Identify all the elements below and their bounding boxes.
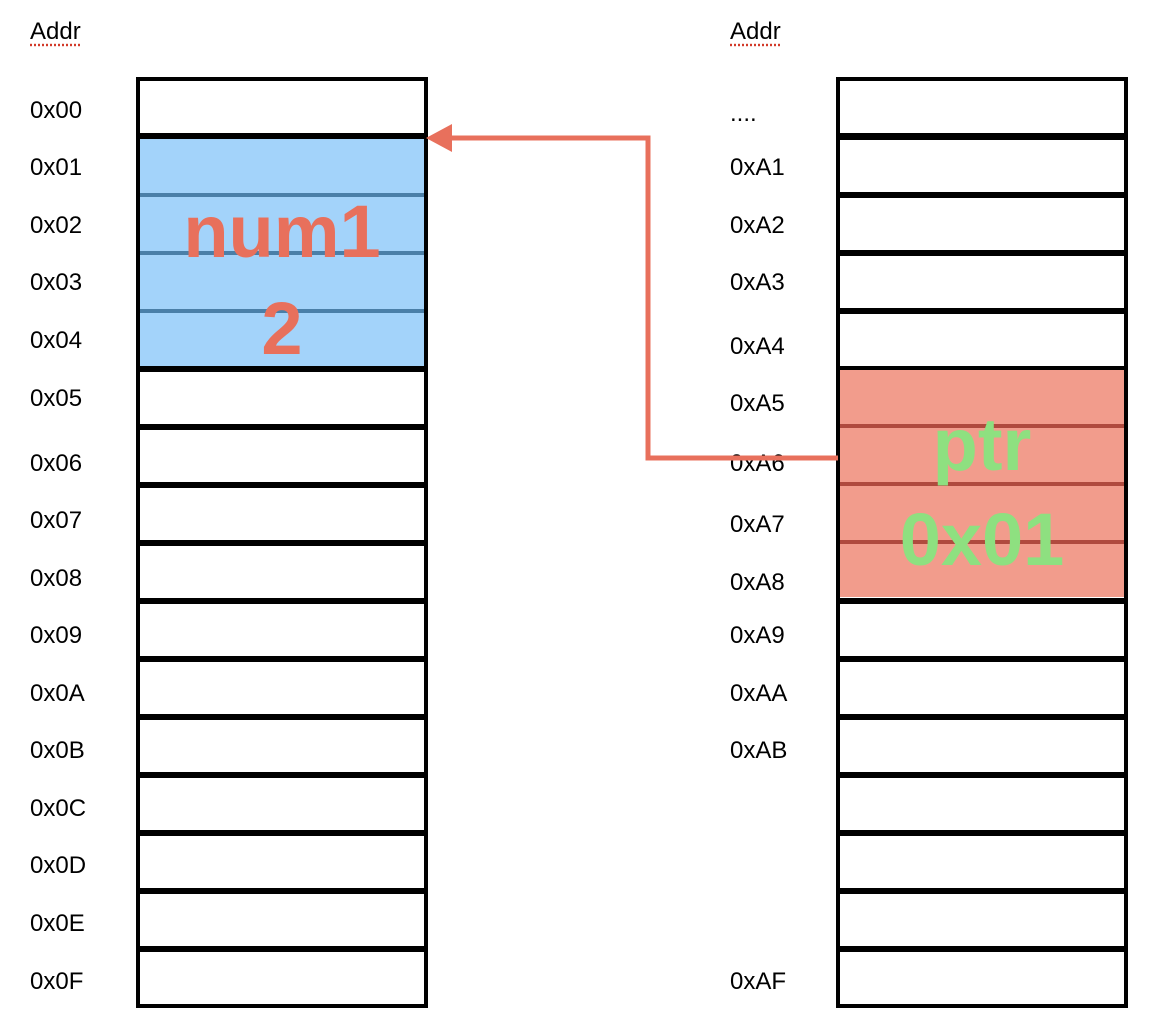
num1-separator [140, 193, 424, 197]
left-address-label: 0x00 [30, 97, 83, 124]
ptr-name-label: ptr [932, 403, 1032, 486]
right-address-label: 0xA7 [730, 511, 785, 538]
right-address-label: 0xA1 [730, 154, 785, 181]
left-address-label: 0x0C [30, 795, 87, 822]
left-address-label: 0x0B [30, 737, 85, 764]
left-address-label: 0x08 [30, 565, 83, 592]
ptr-block: ptr 0x01 [840, 370, 1124, 597]
right-addr-header: Addr [730, 18, 781, 45]
right-address-label: 0xA4 [730, 333, 785, 360]
left-memory-cell [136, 77, 428, 137]
right-memory-cell [836, 716, 1128, 776]
right-address-label: 0xA6 [730, 450, 785, 477]
left-memory-cell [136, 600, 428, 660]
right-address-label: 0xA5 [730, 390, 785, 417]
num1-separator [140, 251, 424, 255]
ptr-separator [840, 540, 1124, 544]
right-memory-cell [836, 252, 1128, 312]
arrowhead-icon [426, 124, 452, 152]
right-address-label: 0xAF [730, 968, 787, 995]
right-address-label: 0xAA [730, 680, 788, 707]
left-address-label: 0x0D [30, 852, 87, 879]
right-memory-cell [836, 948, 1128, 1008]
left-addr-header: Addr [30, 18, 81, 45]
right-memory-cell [836, 832, 1128, 892]
left-memory-cell [136, 948, 428, 1008]
left-address-label: 0x06 [30, 450, 83, 477]
left-memory-cell [136, 658, 428, 718]
left-address-label: 0x05 [30, 385, 83, 412]
right-address-label: 0xAB [730, 737, 788, 764]
right-address-label: 0xA2 [730, 212, 785, 239]
right-address-label: 0xA9 [730, 622, 785, 649]
right-memory-cell [836, 658, 1128, 718]
right-memory-cell [836, 77, 1128, 137]
left-address-label: 0x03 [30, 269, 83, 296]
ptr-value-label: 0x01 [899, 498, 1065, 581]
left-address-label: 0x0E [30, 910, 85, 937]
num1-block: num1 2 [140, 139, 424, 366]
num1-separator [140, 309, 424, 313]
arrow-line [446, 135, 838, 461]
left-address-label: 0x09 [30, 622, 83, 649]
left-address-label: 0x01 [30, 154, 83, 181]
left-address-label: 0x0F [30, 968, 84, 995]
right-address-label: .... [730, 100, 757, 127]
right-memory-cell [836, 600, 1128, 660]
left-address-label: 0x04 [30, 327, 83, 354]
left-address-label: 0x02 [30, 212, 83, 239]
ptr-separator [840, 482, 1124, 486]
num1-value-label: 2 [261, 287, 303, 370]
num1-name-label: num1 [183, 190, 381, 273]
left-address-label: 0x0A [30, 680, 85, 707]
right-address-label: 0xA8 [730, 569, 785, 596]
left-address-label: 0x07 [30, 507, 83, 534]
ptr-separator [840, 424, 1124, 428]
right-address-label: 0xA3 [730, 269, 785, 296]
